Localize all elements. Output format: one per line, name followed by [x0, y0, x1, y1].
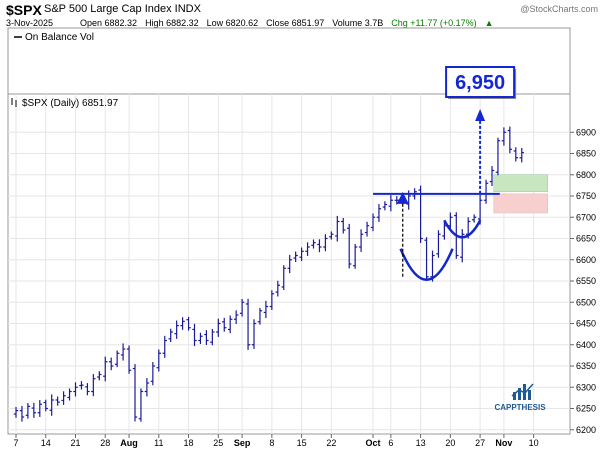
x-tick-label: 11	[154, 438, 163, 448]
y-axis: 6200 6250 6300 6350 6400 6450 6500 6550 6600 6650…	[570, 127, 596, 435]
y-tick-label: 6650	[576, 234, 596, 244]
target-arrow-icon	[475, 109, 486, 121]
x-tick-label: Nov	[495, 438, 512, 448]
high-value: High 6882.32	[145, 18, 199, 28]
y-tick-label: 6300	[576, 382, 596, 392]
y-tick-label: 6850	[576, 149, 596, 159]
logo-text: CAPPTHESIS	[494, 403, 546, 412]
logo: CAPPTHESIS	[494, 383, 546, 412]
security-name: S&P 500 Large Cap Index INDX	[44, 3, 201, 15]
x-tick-label: 27	[475, 438, 485, 448]
watermark: @StockCharts.com	[520, 4, 598, 14]
y-tick-label: 6900	[576, 127, 596, 137]
y-tick-label: 6200	[576, 425, 596, 435]
y-tick-label: 6550	[576, 276, 596, 286]
green-zone	[493, 174, 548, 192]
price-legend: $SPX (Daily) 6851.97	[22, 98, 119, 109]
x-tick-label: 8	[269, 438, 274, 448]
cup-curve-1	[399, 248, 454, 281]
y-tick-label: 6750	[576, 191, 596, 201]
target-box	[445, 66, 516, 98]
measure-arrow-icon	[396, 191, 409, 204]
x-tick-label: Sep	[234, 438, 251, 448]
quote-stats: Open 6882.32 High 6882.32 Low 6820.62 Close…	[80, 18, 502, 28]
grid-lines	[8, 94, 570, 434]
y-tick-label: 6450	[576, 319, 596, 329]
x-tick-label: 22	[326, 438, 336, 448]
x-tick-label: 10	[529, 438, 539, 448]
x-tick-label: Oct	[365, 438, 380, 448]
price-legend-icon	[11, 98, 17, 107]
y-tick-label: 6500	[576, 297, 596, 307]
price-panel	[7, 93, 571, 435]
indicator-label: On Balance Vol	[25, 32, 94, 43]
x-tick-label: 28	[100, 438, 110, 448]
symbol: $SPX	[6, 2, 42, 18]
volume-value: Volume 3.7B	[332, 18, 384, 28]
quote-date: 3-Nov-2025	[6, 18, 54, 28]
x-tick-label: 20	[445, 438, 455, 448]
y-tick-label: 6250	[576, 404, 596, 414]
x-tick-label: 21	[70, 438, 80, 448]
x-tick-label: 7	[13, 438, 18, 448]
y-tick-label: 6350	[576, 361, 596, 371]
x-tick-label: 25	[213, 438, 223, 448]
y-tick-label: 6700	[576, 212, 596, 222]
red-zone	[493, 193, 548, 214]
x-axis: 7 14 21 28 Aug 11 18 25 Sep 8 15 22 Oct 6 13 20 27 Nov 10	[13, 434, 539, 448]
target-label: 6,950	[455, 72, 505, 94]
x-tick-label: 6	[388, 438, 393, 448]
y-tick-label: 6600	[576, 255, 596, 265]
x-tick-label: 13	[416, 438, 426, 448]
low-value: Low 6820.62	[206, 18, 259, 28]
x-tick-label: Aug	[120, 438, 138, 448]
y-tick-label: 6400	[576, 340, 596, 350]
open-value: Open 6882.32	[80, 18, 138, 28]
x-tick-label: 18	[184, 438, 194, 448]
close-value: Close 6851.97	[266, 18, 325, 28]
annotations: 6,950	[373, 66, 517, 281]
price-bars	[13, 126, 524, 422]
chart-header: $SPX S&P 500 Large Cap Index INDX @Stock…	[0, 0, 602, 28]
y-tick-label: 6800	[576, 170, 596, 180]
change-arrow-icon: ▲	[484, 18, 494, 28]
x-tick-label: 14	[41, 438, 51, 448]
price-zones	[493, 174, 548, 214]
change-value: Chg +11.77 (+0.17%)	[391, 18, 477, 28]
x-tick-label: 15	[297, 438, 307, 448]
cup-curve-2	[443, 219, 482, 239]
